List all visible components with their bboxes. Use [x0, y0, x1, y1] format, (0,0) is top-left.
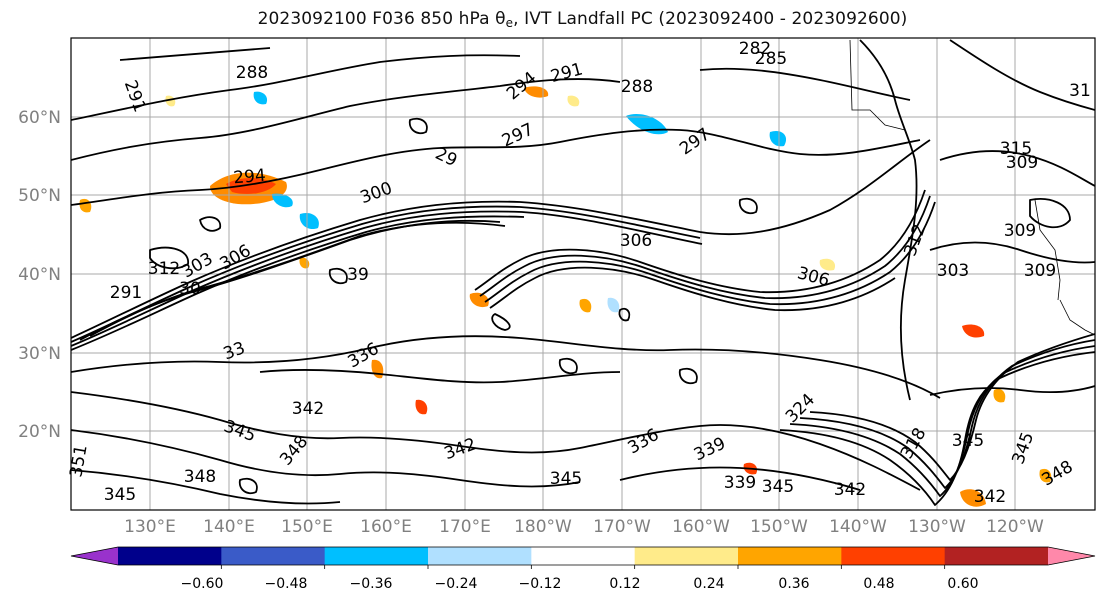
- contour-label: 31: [1069, 81, 1091, 101]
- colorbar-tick-label: 0.48: [863, 576, 894, 592]
- colorbar-tick-label: 0.24: [693, 576, 724, 592]
- colorbar-bin: [428, 547, 532, 565]
- lon-label: 170°W: [593, 517, 651, 537]
- lon-label: 170°E: [439, 517, 491, 537]
- lat-label: 30°N: [18, 344, 61, 364]
- lon-label: 150°E: [281, 517, 333, 537]
- lat-label: 40°N: [18, 265, 61, 285]
- colorbar-extend-low: [71, 547, 118, 565]
- contour-label: 315: [1000, 139, 1032, 159]
- lon-label: 150°W: [750, 517, 808, 537]
- colorbar: [70, 546, 1096, 569]
- contour-label: 30: [179, 279, 201, 299]
- lat-label: 20°N: [18, 422, 61, 442]
- colorbar-tick-label: −0.24: [435, 576, 478, 592]
- lon-label: 130°E: [124, 517, 176, 537]
- contour-label: 39: [347, 265, 369, 285]
- contour-label: 348: [184, 467, 216, 487]
- lon-label: 120°W: [986, 517, 1044, 537]
- contour-label: 288: [621, 77, 653, 97]
- contour-label: 282: [739, 39, 771, 59]
- title-prefix: 2023092100 F036 850 hPa θ: [257, 9, 506, 29]
- contour-label: 312: [148, 259, 180, 279]
- contour-label: 339: [724, 473, 756, 493]
- colorbar-extend-high: [1048, 547, 1095, 565]
- contour-label: 345: [952, 431, 984, 451]
- lon-label: 140°E: [203, 517, 255, 537]
- contour-label: 288: [236, 63, 268, 83]
- contour-label: 309: [1004, 221, 1036, 241]
- contour-label: 303: [937, 261, 969, 281]
- colorbar-tick-label: −0.36: [350, 576, 393, 592]
- colorbar-bin: [738, 547, 842, 565]
- theta-e-contours: [71, 39, 1095, 506]
- lon-label: 160°W: [672, 517, 730, 537]
- title-subscript: e: [505, 16, 514, 30]
- contour-label: 306: [620, 231, 652, 251]
- colorbar-bin: [531, 547, 636, 565]
- colorbar-bin: [944, 547, 1049, 565]
- contour-label: 342: [292, 399, 324, 419]
- contour-label: 309: [1024, 261, 1056, 281]
- colorbar-tick-label: −0.48: [265, 576, 308, 592]
- colorbar-tick-label: −0.12: [519, 576, 562, 592]
- lat-label: 50°N: [18, 186, 61, 206]
- colorbar-bin: [841, 547, 946, 565]
- contour-label: 342: [834, 480, 866, 500]
- contour-label: 342: [974, 487, 1006, 507]
- colorbar-tick-labels: −0.60 −0.48 −0.36 −0.24 −0.12 0.12 0.24 …: [181, 576, 979, 592]
- contour-label: 291: [110, 283, 142, 303]
- colorbar-bin: [118, 547, 222, 565]
- contour-label: 345: [550, 469, 582, 489]
- contour-label: 345: [104, 485, 136, 505]
- lon-label: 140°W: [829, 517, 887, 537]
- colorbar-tick-label: 0.12: [609, 576, 640, 592]
- colorbar-tick-label: −0.60: [181, 576, 224, 592]
- contour-label: 285: [755, 49, 787, 69]
- coastlines: [849, 39, 1095, 336]
- latitude-labels: 60°N 50°N 40°N 30°N 20°N: [18, 108, 61, 442]
- longitude-labels: 130°E 140°E 150°E 160°E 170°E 180°W 170°…: [124, 517, 1044, 537]
- shaded-anomalies: [79, 86, 1052, 507]
- map-frame: [70, 37, 1096, 511]
- colorbar-bin: [324, 547, 429, 565]
- map-contents: [71, 38, 1095, 510]
- colorbar-outline: [70, 546, 1096, 566]
- lon-label: 130°W: [908, 517, 966, 537]
- colorbar-bin: [634, 547, 739, 565]
- lon-label: 160°E: [360, 517, 412, 537]
- map-title: 2023092100 F036 850 hPa θe, IVT Landfall…: [0, 9, 1105, 30]
- colorbar-tick-label: 0.60: [947, 576, 978, 592]
- graticule: [71, 38, 1095, 510]
- contour-label: 309: [1006, 153, 1038, 173]
- colorbar-tick-label: 0.36: [778, 576, 809, 592]
- colorbar-bin: [221, 547, 326, 565]
- lon-label: 180°W: [514, 517, 572, 537]
- title-suffix: , IVT Landfall PC (2023092400 - 20230926…: [513, 9, 908, 29]
- contour-label: 345: [762, 477, 794, 497]
- contour-label: 294: [233, 166, 267, 189]
- lat-label: 60°N: [18, 108, 61, 128]
